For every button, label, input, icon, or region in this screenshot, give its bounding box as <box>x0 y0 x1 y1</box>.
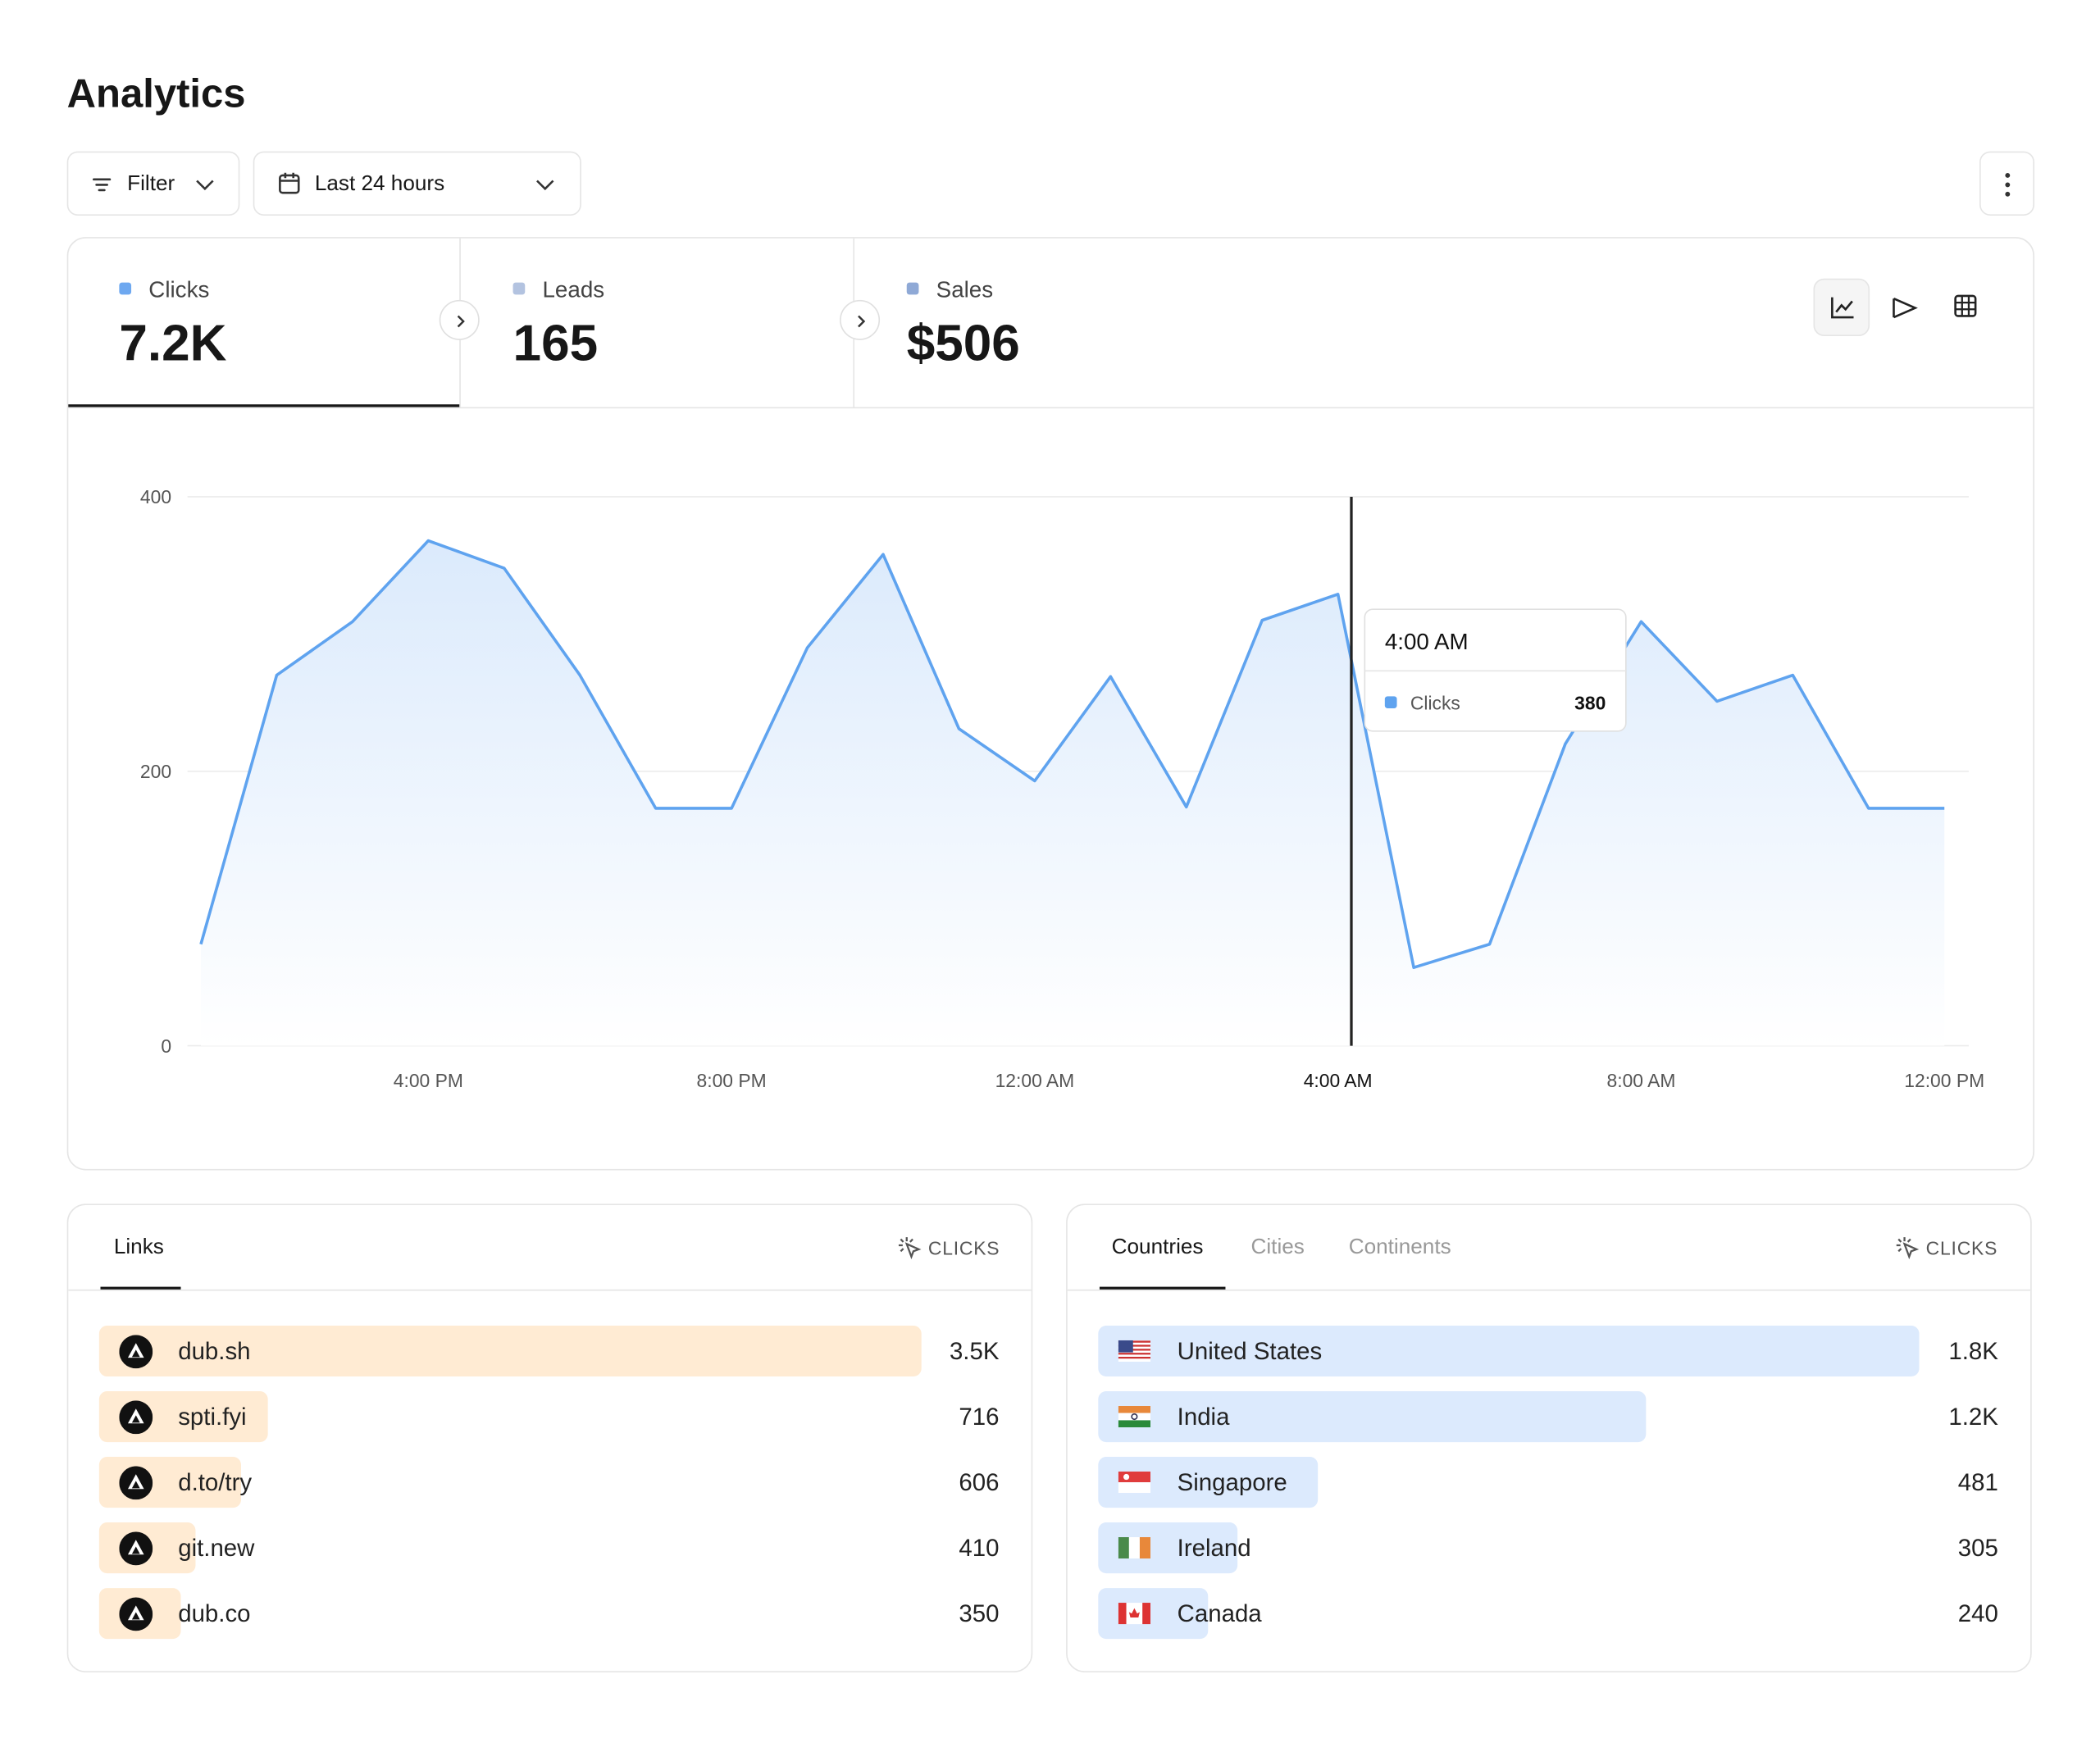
chevron <box>196 180 214 191</box>
filter-button[interactable]: Filter <box>66 151 240 216</box>
tooltip-value: 380 <box>1574 693 1606 714</box>
row-value: 240 <box>1957 1599 1998 1627</box>
tooltip-title: 4:00 AM <box>1385 629 1469 654</box>
link-icon <box>119 1531 153 1566</box>
tab[interactable]: Countries <box>1111 1235 1204 1259</box>
flag-icon <box>1118 1340 1151 1363</box>
y-tick-label: 0 <box>161 1035 171 1057</box>
row-label[interactable]: dub.sh <box>178 1337 251 1365</box>
active-tab-indicator <box>100 1286 181 1290</box>
link-icon <box>119 1400 153 1435</box>
metric-swatch <box>512 282 526 295</box>
row-value: 716 <box>959 1403 1000 1431</box>
column-header: CLICKS <box>1925 1237 1998 1259</box>
metric-value: $506 <box>906 316 1020 373</box>
row-value: 410 <box>959 1534 1000 1562</box>
row-value: 350 <box>959 1599 1000 1627</box>
row-label[interactable]: dub.co <box>178 1599 251 1627</box>
metric-value: 7.2K <box>119 316 227 373</box>
flag-icon <box>1118 1603 1151 1625</box>
x-tick-label: 4:00 PM <box>394 1070 463 1091</box>
row-value: 1.8K <box>1948 1337 1998 1365</box>
cursor-icon <box>898 1237 922 1260</box>
flag-icon <box>1118 1405 1151 1428</box>
row-label[interactable]: git.new <box>178 1534 255 1562</box>
flag-icon <box>1118 1471 1151 1494</box>
active-tab-indicator <box>68 404 460 407</box>
metric-swatch <box>119 282 132 295</box>
chart: 0 200 400 4:00 PM 8:00 PM 12:00 AM 4:00 AM 8:00… <box>140 486 1984 1091</box>
tooltip-swatch <box>1384 696 1397 709</box>
bar <box>1098 1588 1208 1640</box>
area <box>200 540 1945 1046</box>
y-tick-label: 400 <box>140 486 171 507</box>
filter-icon <box>93 178 112 192</box>
metric-label[interactable]: Sales <box>936 277 994 303</box>
flag-icon <box>1118 1537 1151 1559</box>
chevron <box>536 180 554 191</box>
row-label[interactable]: Singapore <box>1177 1468 1287 1496</box>
row-value: 3.5K <box>949 1337 1000 1365</box>
divider <box>68 1289 1032 1291</box>
cursor-icon <box>1896 1237 1920 1260</box>
x-tick-label: 4:00 AM <box>1304 1070 1373 1091</box>
row-value: 606 <box>959 1468 1000 1496</box>
filter-label: Filter <box>127 172 175 196</box>
chevron-circle <box>840 299 881 340</box>
bar <box>1098 1325 1920 1377</box>
row-label[interactable]: d.to/try <box>178 1468 253 1496</box>
active-tab-indicator <box>1099 1286 1226 1290</box>
tooltip: 4:00 AM Clicks 380 <box>1364 608 1627 732</box>
x-tick-label: 12:00 AM <box>995 1070 1075 1091</box>
divider <box>68 407 2034 409</box>
x-tick-label: 12:00 PM <box>1904 1070 1984 1091</box>
page-title: Analytics <box>66 72 246 117</box>
more-button[interactable] <box>1979 151 2034 216</box>
link-icon <box>119 1597 153 1631</box>
tab[interactable]: Continents <box>1348 1235 1451 1259</box>
y-tick-label: 200 <box>140 761 171 782</box>
row-value: 481 <box>1957 1468 1998 1496</box>
line-icon <box>1831 297 1854 319</box>
range-button[interactable]: Last 24 hours <box>253 151 581 216</box>
bar <box>98 1325 922 1377</box>
x-tick-label: 8:00 PM <box>697 1070 767 1091</box>
metric-value: 165 <box>512 316 599 373</box>
row-label[interactable]: India <box>1177 1403 1230 1431</box>
row-value: 305 <box>1957 1534 1998 1562</box>
divider <box>1067 1289 2031 1291</box>
more-icon <box>2005 173 2011 197</box>
row-value: 1.2K <box>1948 1403 1998 1431</box>
tab[interactable]: Links <box>113 1235 164 1259</box>
row-label[interactable]: United States <box>1177 1337 1323 1365</box>
tooltip-series: Clicks <box>1410 693 1460 714</box>
row-label[interactable]: Ireland <box>1177 1534 1251 1562</box>
link-icon <box>119 1335 153 1369</box>
metric-label[interactable]: Leads <box>542 277 605 303</box>
metric-swatch <box>906 282 919 295</box>
chevron <box>858 315 866 328</box>
table-view-button[interactable] <box>1952 293 1979 321</box>
line-view-button[interactable] <box>1813 278 1870 336</box>
calendar-icon <box>279 172 300 194</box>
line <box>199 539 1945 969</box>
funnel-view-button[interactable] <box>1890 294 1920 321</box>
row-label[interactable]: Canada <box>1177 1599 1262 1627</box>
row-label[interactable]: spti.fyi <box>178 1403 247 1431</box>
tab[interactable]: Cities <box>1250 1235 1305 1259</box>
chevron <box>457 315 465 328</box>
bar <box>1098 1390 1646 1443</box>
metric-label[interactable]: Clicks <box>148 277 210 303</box>
column-header: CLICKS <box>927 1237 1000 1259</box>
chevron-circle <box>439 299 480 340</box>
range-label: Last 24 hours <box>314 172 445 196</box>
x-tick-label: 8:00 AM <box>1607 1070 1676 1091</box>
link-icon <box>119 1466 153 1500</box>
